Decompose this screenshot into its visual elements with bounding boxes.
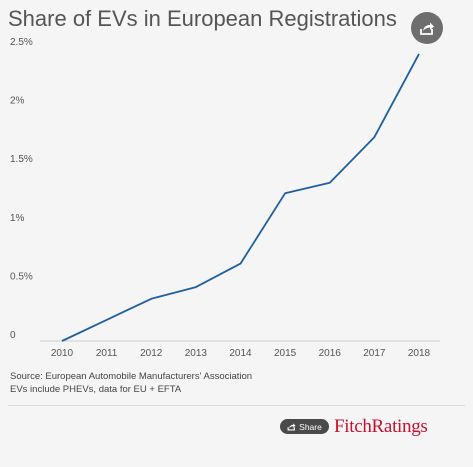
source-note: Source: European Automobile Manufacturer…	[10, 370, 252, 396]
share-pill-label: Share	[299, 421, 322, 432]
y-tick-label: 2%	[10, 96, 25, 107]
x-tick-label: 2010	[51, 348, 74, 359]
share-arrow-icon	[420, 22, 434, 35]
x-tick-label: 2011	[96, 348, 118, 359]
x-tick-label: 2018	[408, 348, 431, 359]
fitch-ratings-logo: FitchRatings	[334, 416, 428, 437]
chart-title: Share of EVs in European Registrations	[8, 6, 397, 31]
y-tick-label: 1.5%	[10, 154, 33, 165]
y-tick-label: 2.5%	[10, 37, 33, 48]
y-tick-label: 0	[10, 330, 16, 341]
footer-divider	[8, 405, 465, 406]
share-button[interactable]	[411, 12, 443, 44]
y-axis-ticks: 0 0.5% 1% 1.5% 2% 2.5%	[10, 37, 33, 341]
x-axis-ticks: 2010 2011 2012 2013 2014 2015 2016 2017 2018	[51, 348, 431, 359]
x-tick-label: 2015	[274, 348, 297, 359]
share-pill-button[interactable]: Share	[280, 419, 329, 434]
source-line-1: Source: European Automobile Manufacturer…	[10, 371, 253, 382]
y-tick-label: 1%	[10, 213, 25, 224]
line-chart: 00.5%1%1.5%2%2.5% 2010 2011 2012 2013 2014 20…	[10, 37, 440, 359]
source-line-2: EVs include PHEVs, data for EU + EFTA	[10, 384, 182, 395]
y-tick-label: 0.5%	[10, 271, 33, 282]
series-line	[61, 53, 420, 342]
x-tick-label: 2017	[363, 348, 386, 359]
data-series	[61, 53, 420, 342]
x-tick-label: 2012	[140, 348, 163, 359]
x-tick-label: 2014	[229, 348, 252, 359]
share-arrow-icon	[287, 423, 296, 431]
x-tick-label: 2013	[185, 348, 208, 359]
x-tick-label: 2016	[319, 348, 342, 359]
